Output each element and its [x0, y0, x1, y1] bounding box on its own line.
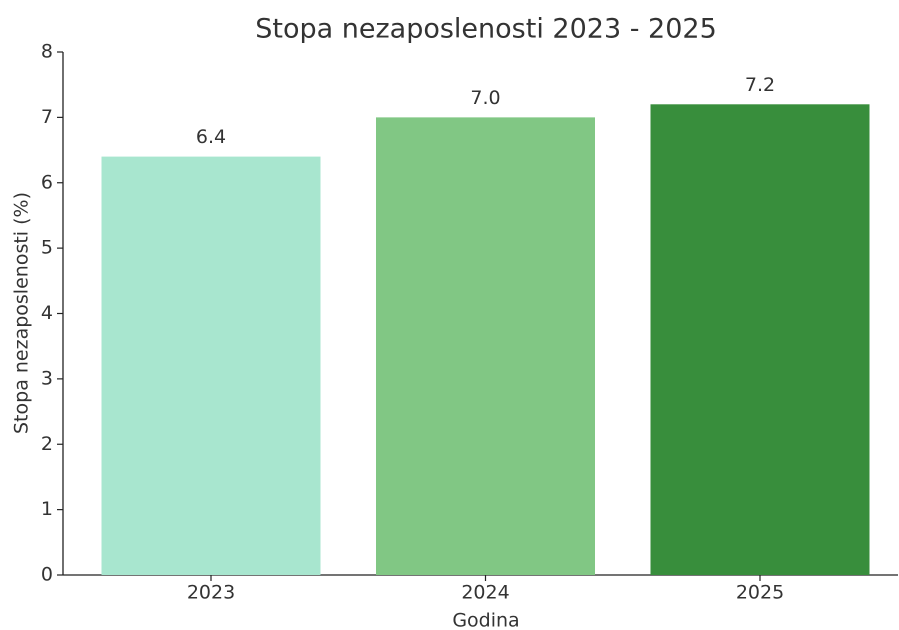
bar [101, 156, 321, 575]
bar [650, 104, 870, 576]
y-tick-label: 4 [41, 302, 53, 324]
y-tick-label: 3 [41, 367, 53, 389]
value-label: 7.2 [745, 74, 775, 96]
value-label: 7.0 [470, 87, 500, 109]
y-tick-label: 7 [41, 106, 53, 128]
x-tick-label: 2024 [461, 582, 509, 604]
x-tick-label: 2023 [187, 582, 235, 604]
y-tick-label: 5 [41, 237, 53, 259]
y-tick-label: 2 [41, 433, 53, 455]
x-tick-label: 2025 [736, 582, 784, 604]
y-tick-label: 1 [41, 498, 53, 520]
x-axis-label: Godina [452, 610, 519, 630]
value-label: 6.4 [196, 126, 226, 148]
y-tick-label: 0 [41, 564, 53, 586]
y-tick-label: 8 [41, 41, 53, 63]
y-axis-label: Stopa nezaposlenosti (%) [11, 192, 33, 434]
y-tick-label: 6 [41, 171, 53, 193]
chart-title: Stopa nezaposlenosti 2023 - 2025 [255, 14, 717, 45]
bar [376, 117, 595, 575]
